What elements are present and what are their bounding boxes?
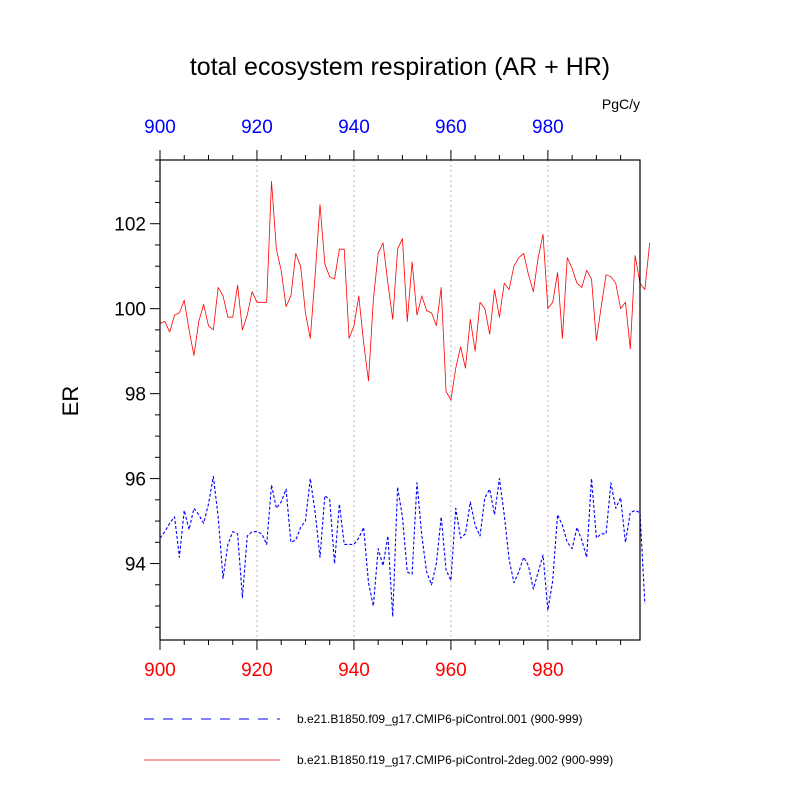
y-tick-label-94: 94 [125,555,147,576]
x-tick-label-top-980: 980 [532,117,564,138]
gridlines [256,160,549,640]
axis-tick-labels: 900 900 920 920 940 940 960 960 980 980 94 96 98 100 1… [114,117,563,681]
legend: b.e21.B1850.f09_g17.CMIP6-piControl.001 … [144,712,613,767]
x-tick-label-top-960: 960 [435,117,467,138]
series-line-f19 [159,180,651,401]
x-tick-label-top-940: 940 [338,117,370,138]
x-tick-label-bottom-940: 940 [338,660,370,681]
series-line-f09 [159,475,646,618]
x-tick-label-bottom-920: 920 [241,660,273,681]
chart-title: total ecosystem respiration (AR + HR) [190,53,610,81]
plot-frame [159,159,641,641]
y-tick-label-102: 102 [114,215,146,236]
y-axis-label: ER [58,386,83,417]
x-tick-label-top-920: 920 [241,117,273,138]
y-tick-label-100: 100 [114,300,146,321]
legend-label-f19: b.e21.B1850.f19_g17.CMIP6-piControl-2deg… [297,753,613,767]
x-tick-label-bottom-960: 960 [435,660,467,681]
axis-ticks [150,150,622,650]
x-tick-label-bottom-980: 980 [532,660,564,681]
y-tick-label-98: 98 [125,385,146,406]
legend-label-f09: b.e21.B1850.f09_g17.CMIP6-piControl.001 … [297,712,583,726]
series-layer [159,180,651,618]
x-tick-label-top-900: 900 [144,117,176,138]
units-label: PgC/y [602,96,640,112]
y-tick-label-96: 96 [125,470,146,491]
x-tick-label-bottom-900: 900 [144,660,176,681]
